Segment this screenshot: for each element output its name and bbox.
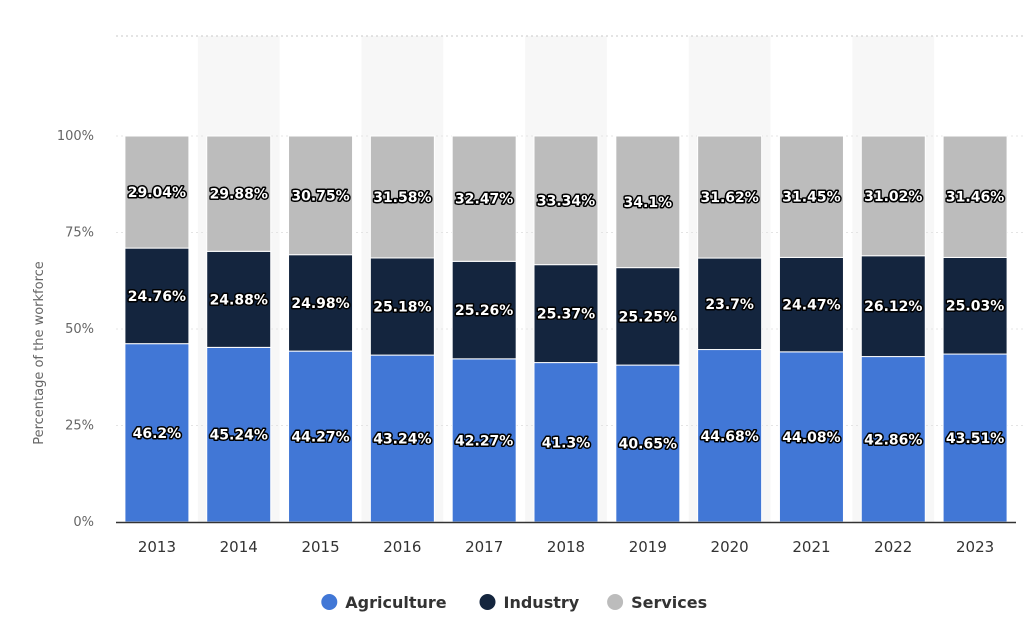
data-label: 43.24% — [373, 432, 431, 448]
bar-services-2018[interactable] — [533, 135, 599, 266]
data-label: 26.12% — [864, 299, 922, 315]
bar-agriculture-2014[interactable] — [206, 346, 272, 523]
x-tick-label: 2022 — [874, 538, 912, 556]
data-label: 31.58% — [373, 190, 431, 206]
x-tick-label: 2017 — [465, 538, 503, 556]
x-tick-label: 2019 — [629, 538, 667, 556]
y-tick-label: 50% — [65, 322, 94, 337]
data-label: 25.25% — [619, 309, 677, 325]
data-label: 31.45% — [782, 190, 840, 206]
x-tick-label: 2021 — [792, 538, 830, 556]
bar-services-2023[interactable] — [942, 135, 1008, 258]
legend-marker — [479, 594, 496, 610]
bar-agriculture-2019[interactable] — [615, 364, 681, 523]
legend: Agriculture Industry Services — [321, 593, 707, 612]
legend-marker — [321, 594, 338, 610]
y-axis-title: Percentage of the workforce — [32, 261, 47, 445]
x-tick-label: 2015 — [301, 538, 339, 556]
data-labels: 46.2% 24.76% 29.04% 45.24% 24.88% 29.88% 44.27… — [126, 184, 1005, 454]
data-label: 25.03% — [946, 299, 1004, 315]
data-label: 44.68% — [700, 429, 758, 445]
bar-agriculture-2021[interactable] — [778, 351, 844, 523]
legend-item-agriculture[interactable]: Agriculture — [321, 593, 447, 612]
bar-industry-2016[interactable] — [369, 257, 435, 356]
bar-industry-2014[interactable] — [206, 250, 272, 348]
data-label: 29.88% — [210, 187, 268, 203]
data-label: 45.24% — [210, 428, 268, 444]
bar-agriculture-2013[interactable] — [124, 343, 190, 523]
x-tick-label: 2020 — [711, 538, 749, 556]
bar-services-2021[interactable] — [778, 135, 844, 258]
y-tick-label: 25% — [65, 419, 94, 434]
bar-services-2019[interactable] — [615, 135, 681, 269]
data-label: 40.65% — [619, 437, 677, 453]
data-label: 31.62% — [700, 190, 758, 206]
data-label: 31.02% — [864, 189, 922, 205]
legend-label: Industry — [504, 593, 580, 612]
bar-services-2022[interactable] — [860, 135, 926, 257]
bar-agriculture-2020[interactable] — [697, 349, 763, 523]
bar-industry-2015[interactable] — [288, 254, 354, 352]
data-label: 43.51% — [946, 431, 1004, 447]
data-label: 30.75% — [291, 188, 349, 204]
bar-agriculture-2015[interactable] — [288, 350, 354, 523]
data-label: 23.7% — [705, 297, 754, 313]
data-label: 25.37% — [537, 307, 595, 323]
data-label: 42.86% — [864, 432, 922, 448]
bar-industry-2018[interactable] — [533, 264, 599, 364]
x-tick-label: 2016 — [383, 538, 421, 556]
bar-industry-2013[interactable] — [124, 247, 190, 345]
data-label: 44.27% — [291, 430, 349, 446]
bar-services-2016[interactable] — [369, 135, 435, 259]
data-label: 24.47% — [782, 298, 840, 314]
y-tick-label: 100% — [57, 129, 94, 144]
data-label: 42.27% — [455, 433, 513, 449]
bar-agriculture-2023[interactable] — [942, 353, 1008, 523]
data-label: 46.2% — [133, 426, 182, 442]
x-tick-label: 2014 — [220, 538, 258, 556]
data-label: 29.04% — [128, 185, 186, 201]
bar-services-2013[interactable] — [124, 135, 190, 249]
axes: 0% 25% 50% 75% 100% Percentage of the workfor… — [32, 129, 1016, 556]
bar-services-2014[interactable] — [206, 135, 272, 252]
data-label: 25.26% — [455, 303, 513, 319]
x-tick-label: 2023 — [956, 538, 994, 556]
legend-item-industry[interactable]: Industry — [479, 593, 580, 612]
data-label: 24.88% — [210, 292, 268, 308]
legend-label: Agriculture — [345, 593, 447, 612]
data-label: 25.18% — [373, 299, 431, 315]
bar-industry-2020[interactable] — [697, 257, 763, 351]
y-tick-label: 0% — [73, 515, 94, 530]
data-label: 24.98% — [291, 296, 349, 312]
legend-item-services[interactable]: Services — [607, 593, 707, 612]
legend-marker — [607, 594, 624, 610]
data-label: 34.1% — [624, 195, 673, 211]
bar-industry-2017[interactable] — [451, 260, 517, 360]
x-tick-label: 2013 — [138, 538, 176, 556]
x-tick-label: 2018 — [547, 538, 585, 556]
bar-services-2020[interactable] — [697, 135, 763, 259]
data-label: 32.47% — [455, 192, 513, 208]
data-label: 31.46% — [946, 190, 1004, 206]
bars — [124, 135, 1008, 523]
bar-industry-2021[interactable] — [778, 256, 844, 353]
bar-agriculture-2016[interactable] — [369, 354, 435, 523]
data-label: 44.08% — [782, 430, 840, 446]
data-label: 41.3% — [542, 435, 591, 451]
data-label: 33.34% — [537, 193, 595, 209]
y-tick-label: 75% — [65, 226, 94, 241]
bar-services-2017[interactable] — [451, 135, 517, 262]
bar-services-2015[interactable] — [288, 135, 354, 256]
bar-agriculture-2022[interactable] — [860, 356, 926, 523]
legend-label: Services — [631, 593, 707, 612]
data-label: 24.76% — [128, 289, 186, 305]
